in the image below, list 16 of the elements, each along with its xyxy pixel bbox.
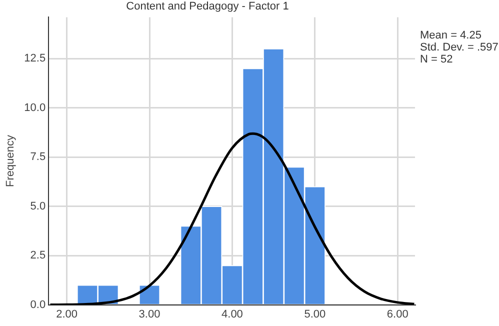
y-tick-label: 5.0	[30, 200, 46, 212]
y-tick-label: 12.5	[24, 52, 46, 65]
text: Mean = 4.25	[420, 30, 482, 42]
y-tick-label: 2.5	[30, 250, 46, 262]
text: N = 52	[420, 54, 453, 66]
y-tick-label: 10.0	[24, 102, 46, 114]
x-tick-label: 2.00	[56, 308, 78, 320]
text: Std. Dev. = .597	[420, 42, 498, 54]
y-axis-title: Frequency	[4, 134, 17, 187]
y-tick-label: 7.5	[30, 151, 46, 164]
x-tick-label: 6.00	[386, 308, 408, 320]
chart-title: Content and Pedagogy - Factor 1	[126, 0, 289, 13]
x-tick-label: 5.00	[304, 308, 326, 320]
y-tick-label: 0.0	[30, 298, 46, 311]
x-tick-label: 3.00	[138, 308, 160, 320]
x-tick-label: 4.00	[222, 308, 243, 320]
